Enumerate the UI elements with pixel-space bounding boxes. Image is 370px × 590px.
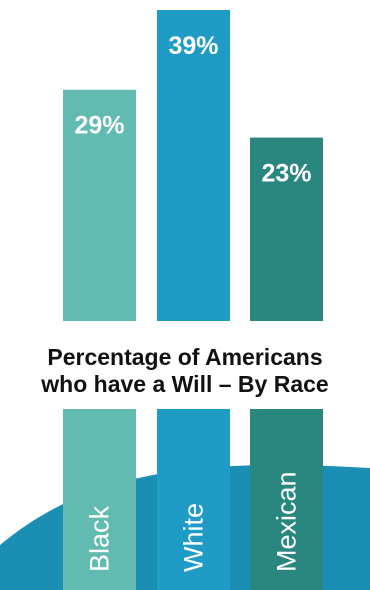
value-label-black: 29% <box>74 112 124 140</box>
bar-white <box>157 10 230 321</box>
category-label-mexican: Mexican <box>272 471 302 572</box>
category-labels-group: Black White Mexican <box>85 471 302 572</box>
chart-title-line-1: Percentage of Americans <box>47 344 322 370</box>
category-label-white: White <box>179 503 209 572</box>
value-label-white: 39% <box>168 32 218 60</box>
bar-white-label-band <box>157 409 230 590</box>
bar-black <box>63 89 136 321</box>
bar-mexican-label-band <box>250 409 323 590</box>
bars-group <box>63 10 323 590</box>
bar-black-label-band <box>63 409 136 590</box>
value-label-mexican: 23% <box>261 160 311 188</box>
bar-mexican <box>250 137 323 321</box>
value-labels-group: 29% 39% 23% <box>74 32 311 188</box>
chart-title-line-2: who have a Will – By Race <box>40 371 328 397</box>
category-label-black: Black <box>85 505 115 572</box>
